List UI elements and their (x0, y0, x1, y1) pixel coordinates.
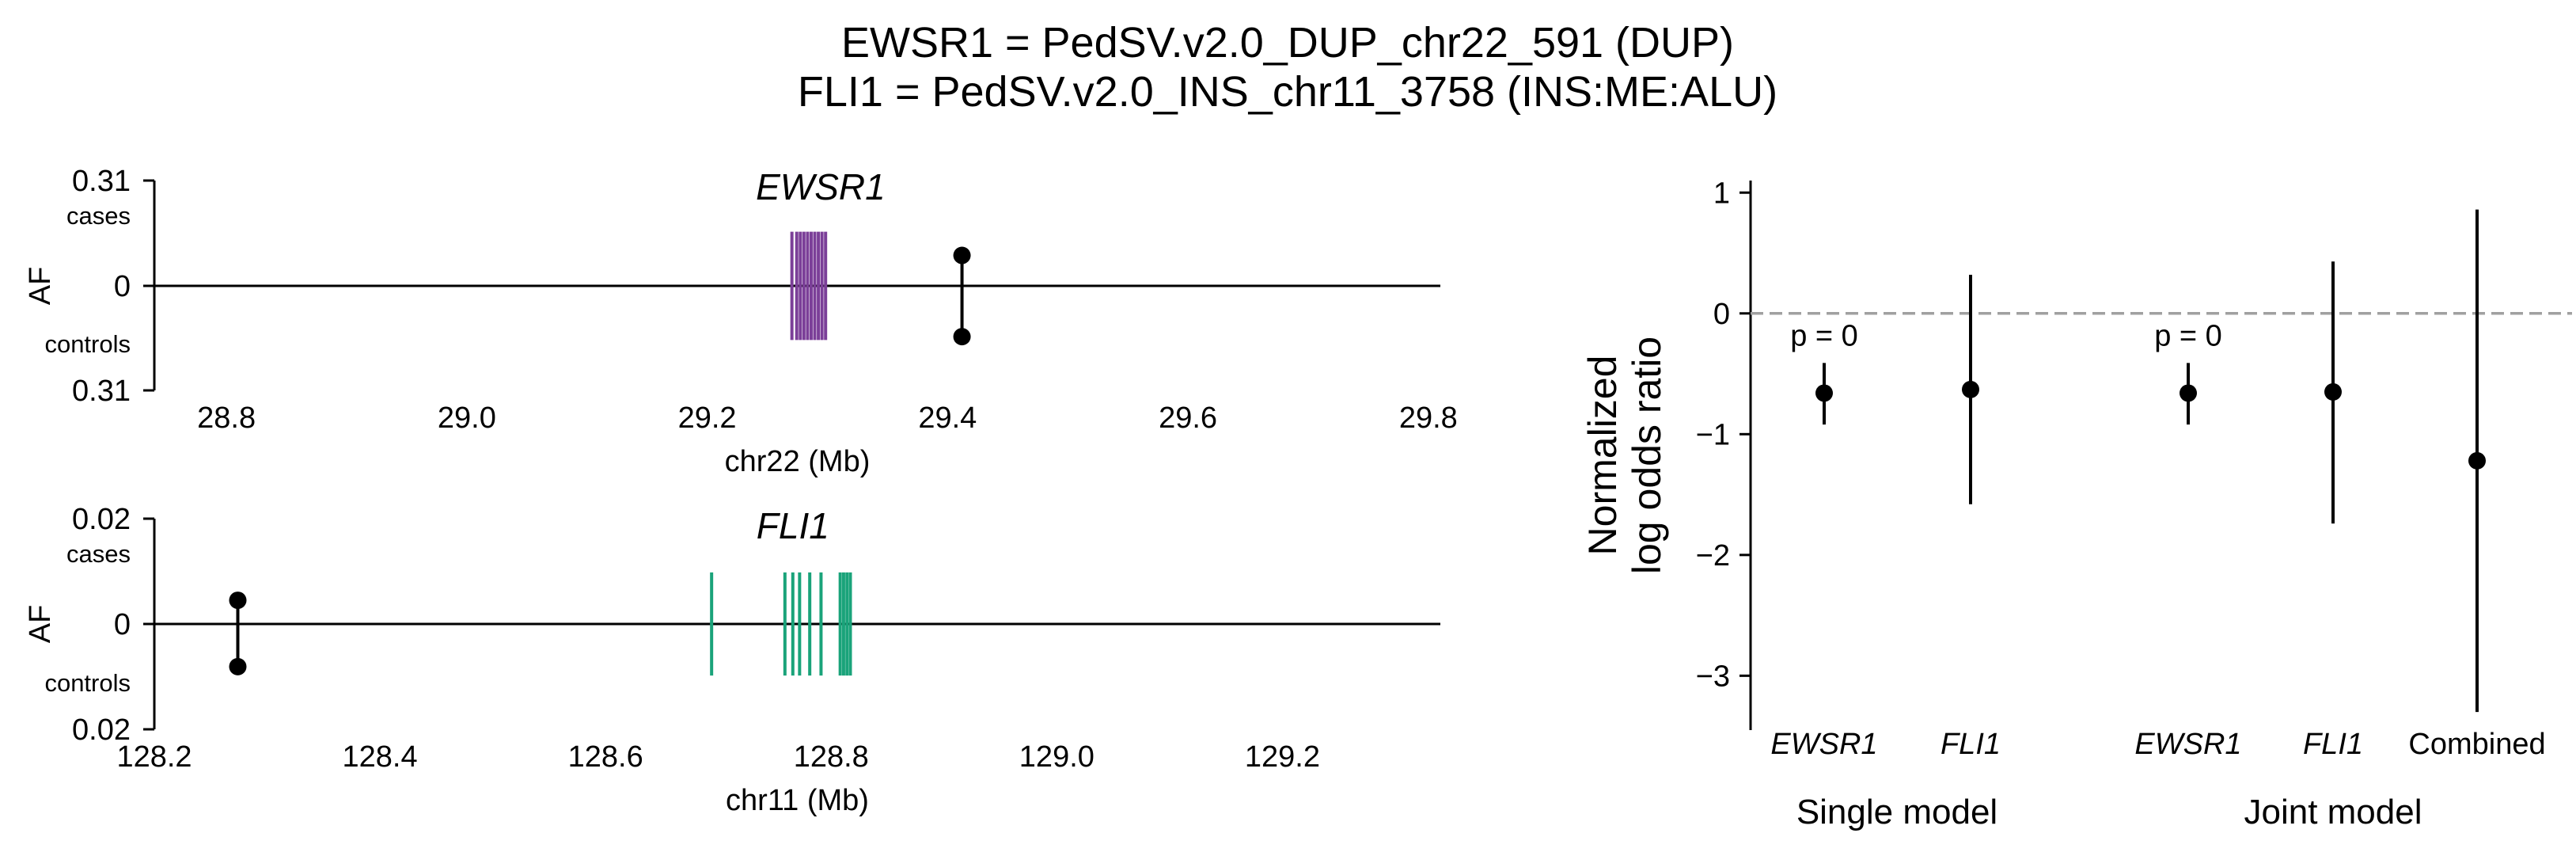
estimate-point (2468, 451, 2486, 470)
y-tick-label: −2 (1696, 539, 1730, 573)
cases-label: cases (66, 540, 131, 568)
p-value-label: p = 0 (2154, 319, 2222, 352)
y-tick-label-top: 0.31 (72, 165, 131, 198)
y-axis-label: AF (24, 267, 57, 306)
controls-label: controls (44, 669, 131, 697)
x-tick-label: 128.4 (343, 740, 418, 774)
x-tick-label: 28.8 (197, 401, 256, 435)
fli1-locus-panel: 0.02 0 0.02 cases controls AF FLI1 128.2 128.4 12… (24, 503, 1440, 817)
y-tick-label: −3 (1696, 660, 1730, 693)
group-label: Joint model (2244, 793, 2422, 831)
x-category-label: Combined (2408, 728, 2545, 761)
x-axis-label: chr22 (Mb) (725, 445, 871, 478)
x-tick-label: 128.6 (568, 740, 643, 774)
gene-name-label: EWSR1 (756, 166, 886, 207)
estimate-point (2180, 384, 2197, 402)
variant-controls-point (229, 657, 247, 675)
x-category-label: EWSR1 (1770, 728, 1877, 761)
title-line-1: EWSR1 = PedSV.v2.0_DUP_chr22_591 (DUP) (841, 19, 1734, 67)
y-tick-label-bottom: 0.02 (72, 713, 131, 747)
estimate-point (2324, 382, 2342, 401)
x-tick-label: 129.0 (1019, 740, 1095, 774)
variant-cases-point (953, 246, 971, 264)
variant-controls-point (953, 328, 971, 346)
estimate-point (1962, 380, 1979, 398)
x-category-label: FLI1 (2303, 728, 2363, 761)
x-axis-label: chr11 (Mb) (726, 784, 869, 817)
controls-label: controls (44, 330, 131, 358)
x-category-label: EWSR1 (2134, 728, 2241, 761)
x-tick-label: 29.6 (1159, 401, 1217, 435)
y-axis-label-line-1: Normalized (1580, 356, 1625, 556)
cases-label: cases (66, 202, 131, 230)
group-label: Single model (1796, 793, 1997, 831)
p-value-label: p = 0 (1790, 319, 1858, 352)
x-category-label: FLI1 (1941, 728, 2001, 761)
x-tick-label: 29.8 (1399, 401, 1458, 435)
y-axis-label: AF (24, 605, 57, 644)
x-tick-label: 128.8 (794, 740, 869, 774)
y-axis-label-line-2: log odds ratio (1625, 337, 1669, 574)
estimate-point (1815, 384, 1833, 402)
y-tick-label: −1 (1696, 418, 1730, 451)
x-tick-label: 29.4 (918, 401, 977, 435)
x-tick-label: 29.0 (438, 401, 496, 435)
y-tick-label-bottom: 0.31 (72, 375, 131, 408)
odds-ratio-forest-panel: 1 0 −1 −2 −3 Normalized log odds ratio p = 0 EWS… (1580, 177, 2572, 831)
x-tick-label: 128.2 (116, 740, 192, 774)
y-tick-label-top: 0.02 (72, 503, 131, 536)
y-tick-label: 0 (1713, 298, 1730, 331)
y-tick-label: 1 (1713, 177, 1730, 210)
y-tick-label-zero: 0 (114, 270, 131, 303)
x-tick-label: 29.2 (678, 401, 737, 435)
x-tick-label: 129.2 (1245, 740, 1320, 774)
gene-name-label: FLI1 (757, 505, 829, 546)
ewsr1-locus-panel: 0.31 0 0.31 cases controls AF EWSR1 28.8 29.0 29.… (24, 165, 1458, 478)
variant-cases-point (229, 592, 247, 610)
y-tick-label-zero: 0 (114, 608, 131, 641)
title-line-2: FLI1 = PedSV.v2.0_INS_chr11_3758 (INS:ME… (798, 68, 1777, 116)
